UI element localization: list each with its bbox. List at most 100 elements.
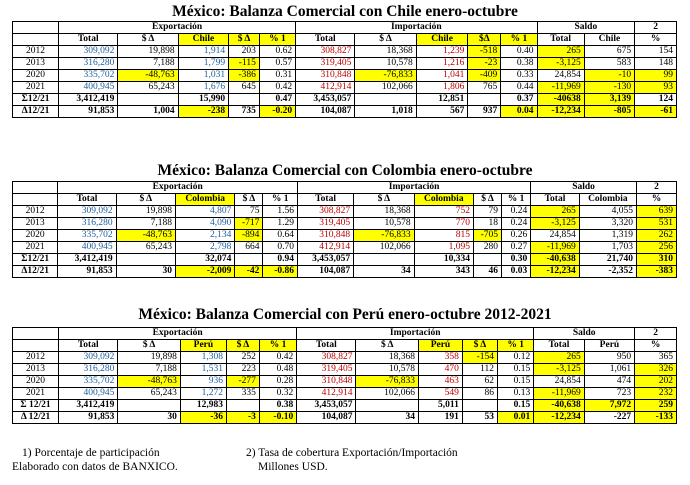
col-header: $ Δ — [354, 33, 417, 46]
table-cell: 0.37 — [500, 93, 538, 106]
table-cell: 316,280 — [57, 217, 117, 230]
col-header: Total — [296, 339, 357, 352]
table-cell: 19,898 — [117, 351, 181, 364]
table-cell: -3,125 — [530, 217, 580, 230]
table-cell: 335 — [225, 387, 260, 400]
table-cell: 5,011 — [418, 399, 463, 412]
table-cell: 400,945 — [58, 387, 119, 400]
table-cell: 102,066 — [353, 241, 415, 254]
table-cell: -42 — [234, 265, 264, 278]
table-cell: 0.70 — [262, 241, 299, 254]
year-cell: 2012 — [11, 45, 60, 58]
table-cell: 308,827 — [297, 205, 355, 218]
footnote-participation: 1) Porcentaje de participación — [22, 447, 160, 459]
table-cell: -40638 — [536, 93, 585, 106]
col-header: Total — [295, 33, 356, 46]
table-cell: 309,092 — [58, 351, 119, 364]
table-cell: 0.40 — [500, 45, 538, 58]
table-cell: 18,368 — [353, 205, 415, 218]
year-cell: 2012 — [11, 205, 59, 218]
table-cell: -227 — [583, 411, 636, 424]
col-header: $ Δ — [353, 193, 415, 206]
table-row: 2020 335,702 -48,763 936 -277 0.28 310,8… — [11, 375, 677, 388]
table-cell: 154 — [634, 45, 677, 58]
table-cell: -76,833 — [355, 375, 420, 388]
col-header: % 1 — [501, 193, 532, 206]
table-cell: 2,798 — [174, 241, 236, 254]
table-cell: 310,848 — [295, 69, 356, 82]
table-cell: 12,983 — [179, 399, 227, 412]
table-cell: -383 — [635, 265, 678, 278]
table-cell: 1,799 — [177, 57, 230, 70]
table-cell: 1,914 — [177, 45, 230, 58]
table-cell: 316,280 — [58, 57, 119, 70]
table-cell: 1,531 — [179, 363, 227, 376]
table-cell: -133 — [634, 411, 677, 424]
table-cell: 99 — [634, 69, 677, 82]
table-row: 2013 316,280 7,188 1,531 223 0.48 319,40… — [11, 363, 677, 376]
table-cell: 10,334 — [413, 253, 474, 266]
coverage-group-header: 2 — [634, 21, 677, 34]
table-cell: 583 — [583, 57, 636, 70]
table-cell: 0.32 — [258, 387, 298, 400]
col-header: Total — [530, 193, 580, 206]
table-cell: 412,914 — [297, 241, 355, 254]
table-cell: 950 — [583, 351, 636, 364]
table-cell: -3,125 — [536, 57, 585, 70]
year-cell: 2012 — [11, 351, 60, 364]
table-cell: 0.28 — [258, 375, 298, 388]
table-row: 2021 400,945 65,243 2,798 664 0.70 412,9… — [11, 241, 678, 254]
table-cell: -894 — [234, 229, 264, 242]
export-group-header: Exportación — [58, 21, 297, 34]
table-row: 2012 309,092 19,898 4,807 75 1.56 308,82… — [11, 205, 678, 218]
table-cell: 335,702 — [57, 229, 117, 242]
table-cell: 86 — [461, 387, 499, 400]
saldo-group-header: Saldo — [533, 327, 636, 340]
table-cell: 19,898 — [115, 205, 177, 218]
col-header: Total — [58, 339, 119, 352]
table-cell: -238 — [177, 105, 230, 118]
table-cell: 0.24 — [501, 205, 532, 218]
table-cell: 765 — [467, 81, 502, 94]
year-cell: 2013 — [11, 363, 60, 376]
table-cell: -705 — [472, 229, 503, 242]
table-cell: 1,004 — [117, 105, 179, 118]
table-cell: 0.62 — [258, 45, 297, 58]
table-cell: -0.20 — [258, 105, 297, 118]
table-cell: 1.29 — [262, 217, 299, 230]
table-cell: 4,807 — [174, 205, 236, 218]
table-cell: 10,578 — [353, 217, 415, 230]
table-cell: -48,763 — [117, 375, 181, 388]
table-cell: 259 — [634, 399, 677, 412]
year-cell: 2020 — [11, 69, 60, 82]
table-cell: -11,969 — [533, 387, 585, 400]
year-cell: 2020 — [11, 375, 60, 388]
table-cell: 645 — [228, 81, 260, 94]
table-cell: 256 — [635, 241, 678, 254]
table-cell: 343 — [413, 265, 474, 278]
year-cell: 2021 — [11, 81, 60, 94]
col-header: $ Δ — [472, 193, 503, 206]
col-header: Perú — [418, 339, 463, 352]
table-cell: 148 — [634, 57, 677, 70]
table-cell — [225, 399, 260, 412]
delta-row: Δ12/21 91,853 1,004 -238 735 -0.20 104,0… — [11, 105, 677, 118]
row-label: Δ12/21 — [11, 265, 59, 278]
table-cell: 1,061 — [583, 363, 636, 376]
col-header: % — [634, 339, 677, 352]
col-header: Perú — [583, 339, 636, 352]
table-cell — [115, 253, 177, 266]
table-cell: 7,188 — [117, 57, 179, 70]
table-cell: -48,763 — [117, 69, 179, 82]
table-cell: 7,188 — [115, 217, 177, 230]
table-cell — [472, 253, 503, 266]
table-cell: 3,412,419 — [57, 253, 117, 266]
table-cell: 18,368 — [354, 45, 417, 58]
delta-row: Δ12/21 91,853 30 -2,009 -42 -0.86 104,08… — [11, 265, 678, 278]
col-header: Colombia — [413, 193, 474, 206]
table-cell: 10,578 — [354, 57, 417, 70]
table-cell — [354, 93, 417, 106]
table-cell: 675 — [583, 45, 636, 58]
table-cell: 0.57 — [258, 57, 297, 70]
table-cell: 1,703 — [578, 241, 637, 254]
